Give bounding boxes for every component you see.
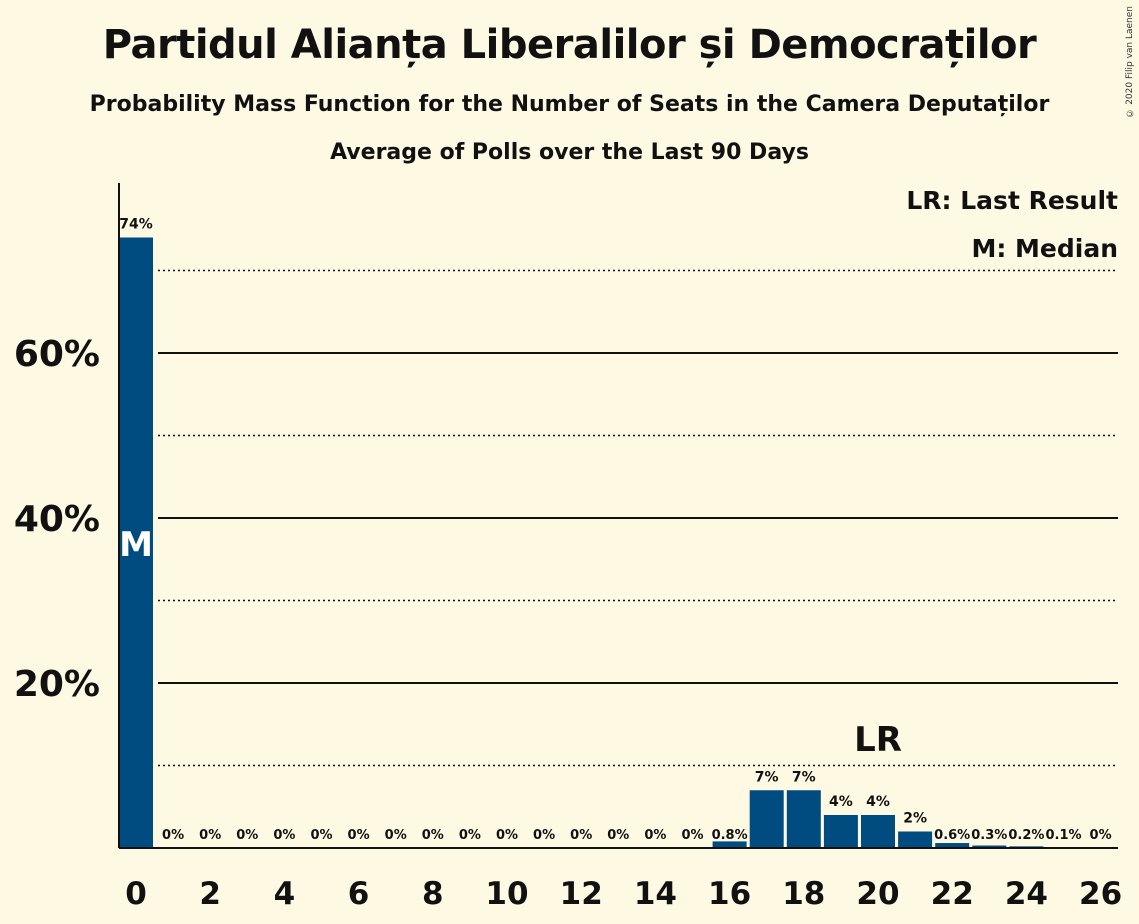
- bar-value-label: 0%: [199, 828, 221, 843]
- chart-title: Partidul Alianța Liberalilor și Democraț…: [102, 22, 1037, 68]
- bar-value-label: 0%: [459, 828, 481, 843]
- bar-value-labels: 74% 0% 0% 0% 0% 0% 0% 0% 0% 0% 0% 0% 0% 0% 0% 0% 0.8% 7% 7…: [119, 217, 1111, 844]
- bar: [861, 815, 895, 848]
- bar-value-label: 0%: [607, 828, 629, 843]
- bar-value-label: 2%: [903, 811, 927, 827]
- axes: [118, 183, 1118, 849]
- x-tick-label: 4: [274, 876, 296, 912]
- y-tick-labels: 20% 40% 60%: [14, 334, 100, 705]
- bar-value-label: 74%: [119, 217, 153, 233]
- bar: [712, 841, 747, 848]
- bar: [786, 790, 821, 848]
- bar-value-label: 0%: [236, 828, 258, 843]
- bar-value-label: 0%: [310, 828, 332, 843]
- bar-value-label: 0.6%: [934, 828, 970, 843]
- bar-value-label: 0%: [422, 828, 444, 843]
- bar-value-label: 0.3%: [971, 828, 1007, 843]
- bar-value-label: 0%: [162, 828, 184, 843]
- x-tick-label: 22: [931, 876, 974, 912]
- bar-value-label: 0.8%: [712, 828, 748, 843]
- x-tick-label: 16: [708, 876, 751, 912]
- gridlines: [158, 269, 1118, 767]
- bar: [935, 843, 970, 848]
- y-tick-label: 40%: [14, 499, 100, 540]
- y-tick-label: 60%: [14, 334, 100, 375]
- bar-value-label: 4%: [829, 794, 853, 810]
- bar-value-label: 0.2%: [1008, 828, 1044, 843]
- legend-median: M: Median: [971, 234, 1118, 263]
- x-tick-label: 0: [125, 876, 147, 912]
- bar-value-label: 0%: [348, 828, 370, 843]
- bar: [972, 845, 1007, 848]
- x-tick-label: 26: [1079, 876, 1122, 912]
- x-tick-label: 6: [348, 876, 370, 912]
- bar-value-label: 0%: [385, 828, 407, 843]
- x-tick-label: 10: [485, 876, 528, 912]
- x-tick-labels: 0 2 4 6 8 10 12 14 16 18 20 22 24 26: [125, 876, 1122, 912]
- x-tick-label: 2: [199, 876, 221, 912]
- bar: [119, 237, 153, 848]
- bar-value-label: 0%: [644, 828, 666, 843]
- y-tick-label: 20%: [14, 664, 100, 705]
- bar: [823, 815, 858, 848]
- x-tick-label: 24: [1005, 876, 1048, 912]
- bar-value-label: 0%: [496, 828, 518, 843]
- bars: [119, 237, 1081, 848]
- legend-last-result: LR: Last Result: [906, 186, 1118, 215]
- chart-subtitle-2: Average of Polls over the Last 90 Days: [330, 140, 809, 165]
- x-tick-label: 8: [422, 876, 444, 912]
- x-tick-label: 12: [560, 876, 603, 912]
- bar-value-label: 0%: [1090, 828, 1112, 843]
- bar-value-label: 4%: [866, 794, 890, 810]
- chart-subtitle: Probability Mass Function for the Number…: [89, 92, 1050, 117]
- bar-value-label: 7%: [755, 769, 779, 785]
- x-tick-label: 20: [856, 876, 899, 912]
- median-marker: M: [119, 525, 153, 565]
- bar-value-label: 7%: [792, 769, 816, 785]
- x-tick-label: 14: [634, 876, 677, 912]
- markers: M LR: [119, 525, 902, 760]
- last-result-marker: LR: [854, 720, 902, 760]
- x-tick-label: 18: [782, 876, 825, 912]
- bar-value-label: 0%: [681, 828, 703, 843]
- bar-value-label: 0.1%: [1045, 828, 1081, 843]
- bar-value-label: 0%: [273, 828, 295, 843]
- bar: [749, 790, 784, 848]
- bar-value-label: 0%: [570, 828, 592, 843]
- bar-value-label: 0%: [533, 828, 555, 843]
- bar: [898, 831, 933, 848]
